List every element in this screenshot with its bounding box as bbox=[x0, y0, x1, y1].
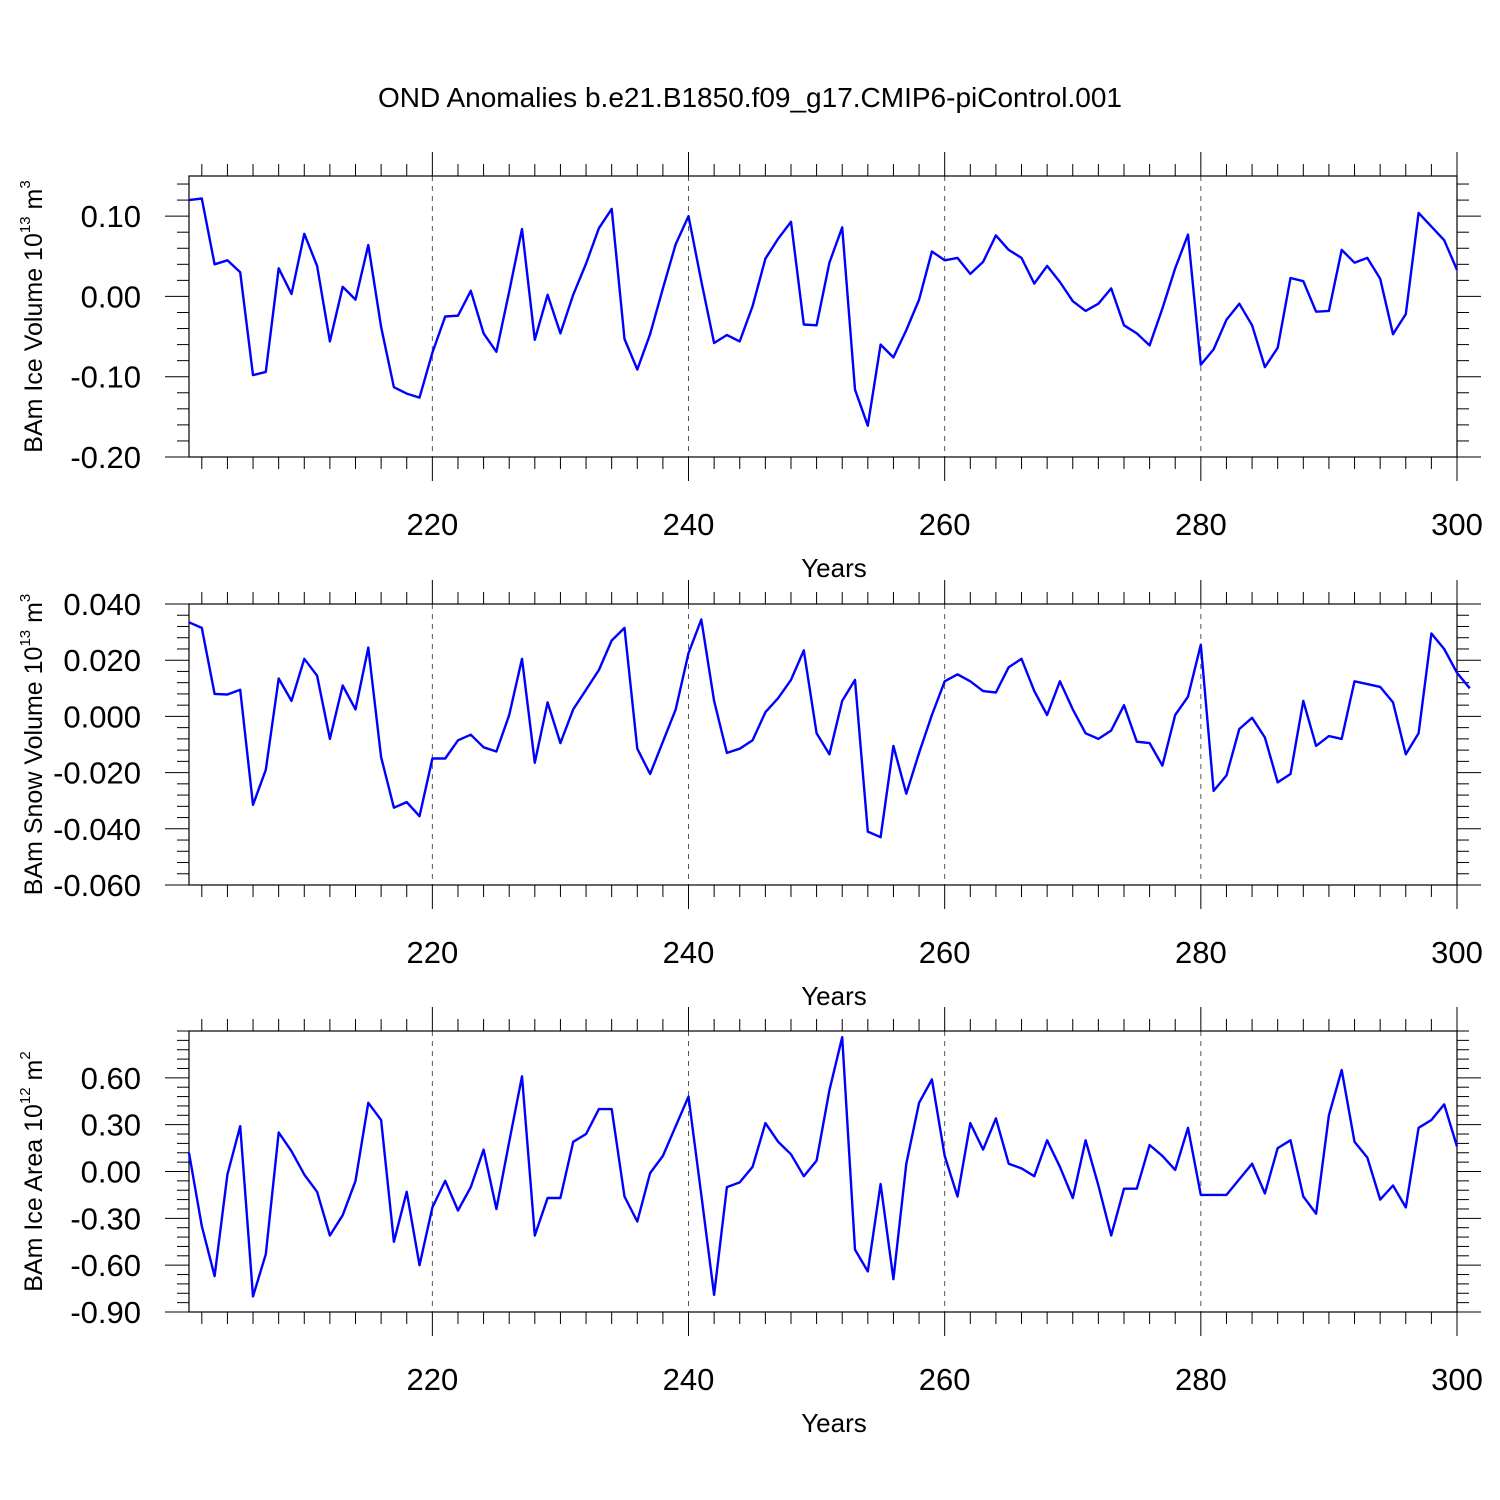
plot-frame bbox=[188, 175, 1458, 458]
y-axis-label: BAm Ice Area 1012 m2 bbox=[17, 1051, 48, 1291]
y-tick-label: 0.60 bbox=[81, 1061, 141, 1096]
panel-3: -0.90 -0.60 -0.30 0.00 0.30 0.60 220 240 260 280 3… bbox=[17, 1007, 1483, 1438]
series-line bbox=[188, 618, 1471, 839]
x-tick-label: 280 bbox=[1175, 1362, 1227, 1397]
x-axis-label: Years bbox=[801, 1408, 867, 1438]
y-tick-label: -0.040 bbox=[53, 812, 141, 847]
x-tick-label: 260 bbox=[919, 507, 971, 542]
y-tick-label: 0.00 bbox=[81, 1155, 141, 1190]
series-line bbox=[187, 1035, 1459, 1298]
y-axis-label-superscript: 13 bbox=[17, 216, 34, 233]
y-tick-label: -0.60 bbox=[70, 1248, 141, 1283]
y-tick-label: 0.10 bbox=[81, 199, 141, 234]
y-tick-label: 0.30 bbox=[81, 1108, 141, 1143]
x-tick-label: 240 bbox=[663, 1362, 715, 1397]
x-tick-label: 220 bbox=[406, 1362, 458, 1397]
x-tick-label: 260 bbox=[919, 935, 971, 970]
y-tick-label: -0.90 bbox=[70, 1295, 141, 1330]
x-tick-label: 240 bbox=[663, 507, 715, 542]
panel-2: -0.060 -0.040 -0.020 0.000 0.020 0.040 220 240 2… bbox=[17, 580, 1483, 1011]
x-tick-label: 300 bbox=[1431, 507, 1483, 542]
x-tick-label: 280 bbox=[1175, 935, 1227, 970]
x-tick-label: 260 bbox=[919, 1362, 971, 1397]
y-axis-label-superscript: 13 bbox=[17, 630, 34, 647]
x-tick-label: 300 bbox=[1431, 935, 1483, 970]
x-tick-label: 220 bbox=[406, 507, 458, 542]
series-line bbox=[188, 197, 1459, 427]
x-axis-label: Years bbox=[801, 981, 867, 1011]
plot-frame bbox=[188, 603, 1458, 886]
y-axis-label-superscript: 3 bbox=[17, 180, 34, 188]
y-axis-label: BAm Snow Volume 1013 m3 bbox=[17, 594, 48, 896]
y-axis-label-text: BAm Ice Area 10 bbox=[20, 1104, 48, 1292]
y-tick-label: -0.10 bbox=[70, 360, 141, 395]
y-axis-label-text: BAm Snow Volume 10 bbox=[20, 647, 48, 896]
y-tick-label: -0.20 bbox=[70, 440, 141, 475]
x-tick-label: 280 bbox=[1175, 507, 1227, 542]
y-axis-label: BAm Ice Volume 1013 m3 bbox=[17, 180, 48, 452]
y-tick-label: 0.00 bbox=[81, 279, 141, 314]
x-tick-label: 220 bbox=[406, 935, 458, 970]
y-tick-label: 0.000 bbox=[63, 699, 141, 734]
y-axis-label-superscript: 12 bbox=[17, 1087, 34, 1104]
x-axis-label: Years bbox=[801, 553, 867, 583]
y-axis-label-superscript: 2 bbox=[17, 1051, 34, 1059]
chart-title: OND Anomalies b.e21.B1850.f09_g17.CMIP6-… bbox=[378, 82, 1122, 113]
y-tick-label: -0.060 bbox=[53, 868, 141, 903]
plot-frame bbox=[188, 1030, 1458, 1313]
y-tick-label: 0.040 bbox=[63, 587, 141, 622]
y-tick-label: -0.020 bbox=[53, 756, 141, 791]
y-axis-label-text: m bbox=[20, 602, 48, 630]
y-axis-label-text: m bbox=[20, 189, 48, 217]
y-tick-label: 0.020 bbox=[63, 643, 141, 678]
y-axis-label-text: BAm Ice Volume 10 bbox=[20, 233, 48, 453]
y-axis-label-text: m bbox=[20, 1060, 48, 1088]
x-tick-label: 300 bbox=[1431, 1362, 1483, 1397]
y-axis-label-superscript: 3 bbox=[17, 594, 34, 602]
panel-1: -0.20 -0.10 0.00 0.10 220 240 260 280 300 Years BA… bbox=[17, 152, 1483, 583]
y-tick-label: -0.30 bbox=[70, 1201, 141, 1236]
x-tick-label: 240 bbox=[663, 935, 715, 970]
